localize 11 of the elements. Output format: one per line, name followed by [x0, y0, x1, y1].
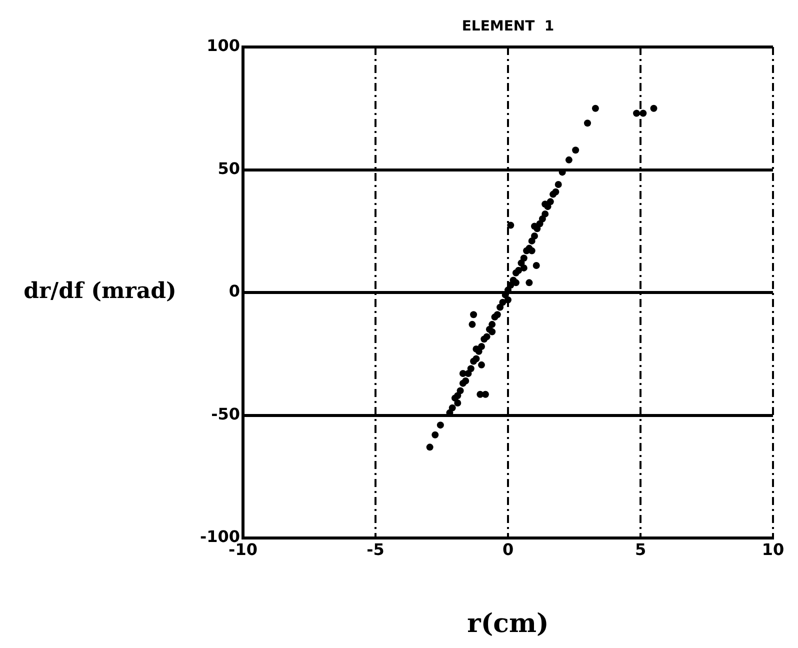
y-axis-title: dr/df (mrad) [24, 278, 176, 304]
x-tick-label: -5 [366, 540, 384, 559]
chart-title: ELEMENT 1 [462, 18, 554, 35]
x-axis-title: r(cm) [467, 608, 549, 639]
x-tick-label: 10 [762, 540, 784, 559]
x-tick-label: 0 [502, 540, 514, 559]
y-tick-label: 100 [206, 36, 240, 56]
y-tick-label: 0 [228, 282, 240, 301]
x-tick-label: 5 [634, 540, 646, 559]
y-tick-label: 50 [218, 158, 240, 178]
y-tick-label: -50 [211, 404, 240, 424]
